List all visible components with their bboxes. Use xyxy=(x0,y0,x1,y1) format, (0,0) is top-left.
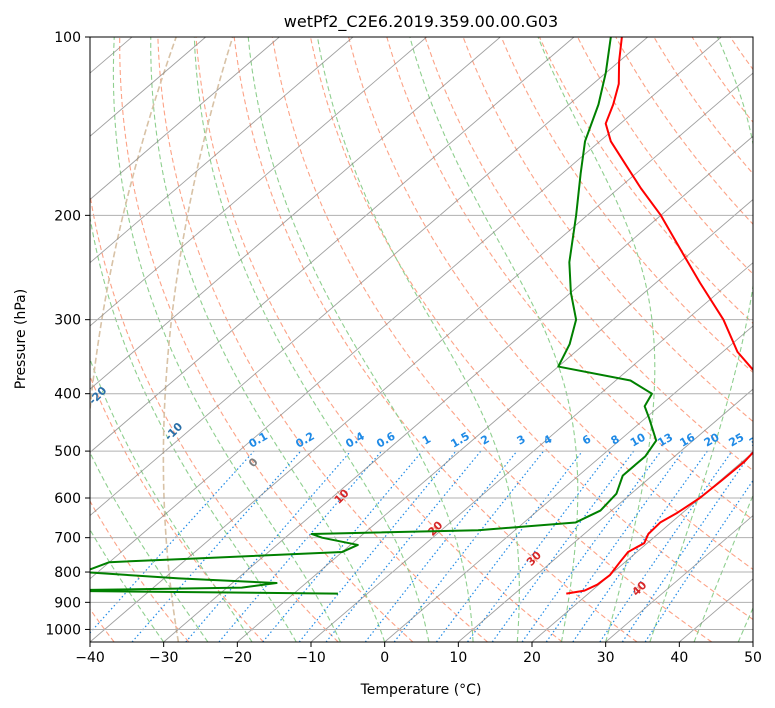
x-tick-label: −20 xyxy=(223,650,253,666)
isotherm-line xyxy=(458,388,753,642)
mixing-ratio-line xyxy=(218,450,383,642)
dry-adiabat-line xyxy=(577,37,753,275)
moist-adiabat-line xyxy=(90,357,253,642)
isotherm-line xyxy=(163,135,753,642)
profile-series xyxy=(90,37,753,595)
reference-curve xyxy=(162,37,234,642)
y-tick-label: 100 xyxy=(54,30,81,46)
y-tick-label: 600 xyxy=(54,491,81,507)
y-tick-label: 700 xyxy=(54,531,81,547)
dry-adiabat-line xyxy=(195,37,563,642)
dry-adiabat-line xyxy=(309,37,753,621)
dewpoint-profile-line xyxy=(90,37,658,595)
moist-adiabat-line xyxy=(193,37,430,642)
mixing-ratio-line xyxy=(90,450,255,634)
isotherm-line xyxy=(531,451,753,642)
dry-adiabat-line xyxy=(119,37,414,642)
x-axis-label: Temperature (°C) xyxy=(360,682,482,698)
dry-adiabat-line xyxy=(157,37,488,642)
mixing-ratio-line xyxy=(262,450,423,642)
isotherm-line xyxy=(310,262,753,642)
dry-adiabat-line xyxy=(768,37,775,642)
dry-adiabat-line xyxy=(90,374,264,642)
y-tick-label: 300 xyxy=(54,313,81,329)
isotherm-line xyxy=(0,37,58,642)
dry-adiabat-line xyxy=(500,37,753,374)
x-tick-label: −40 xyxy=(75,650,105,666)
isotherm-line xyxy=(90,37,427,327)
moist-adiabat-line xyxy=(316,37,520,642)
mixing-ratio-line xyxy=(599,450,733,642)
dry-adiabat-line xyxy=(348,37,753,571)
dry-adiabat-line xyxy=(271,37,713,642)
mixing-ratio-line xyxy=(393,450,545,642)
temperature-profile-line xyxy=(566,37,753,595)
x-tick-label: 0 xyxy=(380,650,389,666)
moist-adiabat-line xyxy=(409,37,579,642)
background-lines xyxy=(0,37,775,642)
moist-adiabat-line xyxy=(90,451,209,642)
isotherm-line xyxy=(90,37,280,201)
mixing-ratio-line xyxy=(435,450,583,642)
isotherm-line xyxy=(90,37,722,580)
x-tick-label: −30 xyxy=(149,650,179,666)
mixing-ratio-line xyxy=(325,450,482,642)
isotherm-line xyxy=(384,325,753,642)
x-tick-label: 40 xyxy=(670,650,688,666)
mixing-ratio-line xyxy=(545,450,684,642)
x-tick-label: 10 xyxy=(449,650,467,666)
chart-title: wetPf2_C2E6.2019.359.00.00.G03 xyxy=(284,12,558,32)
dry-adiabat-line xyxy=(386,37,753,521)
y-tick-label: 900 xyxy=(54,595,81,611)
isotherm-line xyxy=(237,198,753,642)
plot-frame xyxy=(89,36,754,643)
mixing-ratio-label: 36 xyxy=(768,430,775,449)
y-tick-label: 400 xyxy=(54,387,81,403)
dry-adiabat-line xyxy=(90,191,339,642)
moist-adiabat-line xyxy=(90,214,297,642)
isotherm-line xyxy=(90,37,575,453)
moist-adiabat-line xyxy=(537,37,656,642)
mixing-ratio-line xyxy=(131,450,302,642)
isotherm-line xyxy=(90,72,753,642)
x-tick-label: 50 xyxy=(744,650,762,666)
isotherm-line xyxy=(90,37,354,264)
mixing-ratio-line xyxy=(621,450,753,642)
y-axis-label: Pressure (hPa) xyxy=(13,289,29,389)
moist-adiabat-line xyxy=(247,37,474,642)
mixing-ratio-label: 30 xyxy=(747,430,767,449)
plot-background xyxy=(90,37,753,642)
mixing-ratio-line xyxy=(364,450,518,642)
dry-adiabat-line xyxy=(653,37,753,175)
mixing-ratio-line xyxy=(521,450,662,642)
y-tick-label: 1000 xyxy=(45,622,81,638)
mixing-ratio-line xyxy=(298,450,457,642)
y-tick-label: 800 xyxy=(54,565,81,581)
isotherm-line xyxy=(605,514,753,642)
dry-adiabat-line xyxy=(615,37,753,225)
x-tick-label: 30 xyxy=(597,650,615,666)
moist-adiabat-line xyxy=(150,37,386,642)
y-tick-label: 200 xyxy=(54,208,81,224)
isotherm-line xyxy=(90,37,501,390)
isotherm-line xyxy=(752,641,753,642)
moist-adiabat-line xyxy=(649,37,753,642)
axes: −40 −30 −20 −10 0 10 20 30 40 50 1000 900 800 700 600 5… xyxy=(45,30,762,666)
isotherm-line xyxy=(90,37,648,517)
moist-adiabat-line xyxy=(90,528,165,642)
y-tick-label: 500 xyxy=(54,444,81,460)
x-tick-label: 20 xyxy=(523,650,541,666)
x-tick-label: −10 xyxy=(296,650,326,666)
